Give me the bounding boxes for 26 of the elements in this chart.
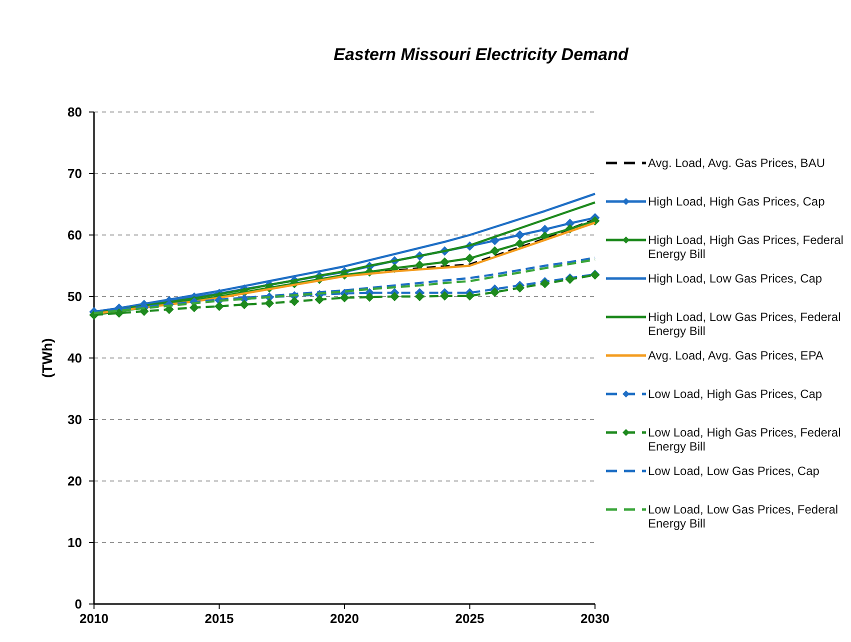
legend-label: Low Load, High Gas Prices, Cap [648, 387, 822, 401]
legend-label: Avg. Load, Avg. Gas Prices, EPA [648, 348, 824, 362]
y-tick-label: 0 [74, 596, 82, 612]
x-tick-label: 2020 [330, 611, 359, 626]
x-tick-label: 2025 [455, 611, 484, 626]
legend-label: High Load, High Gas Prices, Federal Energy Bill [648, 233, 844, 261]
y-tick-label: 40 [68, 350, 82, 366]
y-tick-label: 60 [68, 228, 82, 242]
y-tick-label: 70 [68, 166, 82, 181]
legend-label: Avg. Load, Avg. Gas Prices, BAU [648, 156, 825, 170]
legend-label: High Load, Low Gas Prices, Cap [648, 272, 822, 286]
y-tick-label: 30 [68, 412, 82, 427]
chart-title: Eastern Missouri Electricity Demand [334, 45, 629, 64]
y-tick-label: 10 [68, 535, 82, 550]
y-axis-title: (TWh) [39, 338, 55, 378]
legend-label: Low Load, Low Gas Prices, Cap [648, 464, 820, 478]
x-tick-label: 2010 [80, 611, 108, 626]
legend-label: High Load, High Gas Prices, Cap [648, 194, 826, 208]
y-tick-label: 20 [68, 474, 82, 488]
y-tick-label: 80 [68, 104, 82, 120]
x-tick-label: 2015 [204, 611, 234, 626]
legend-label: High Load, Low Gas Prices, Federal Energy Bill [648, 310, 841, 338]
legend-label: Low Load, Low Gas Prices, Federal Energy Bill [648, 502, 838, 530]
y-tick-label: 50 [68, 289, 82, 304]
x-tick-label: 2030 [580, 611, 610, 626]
legend-label: Low Load, High Gas Prices, Federal Energy Bill [648, 426, 841, 454]
